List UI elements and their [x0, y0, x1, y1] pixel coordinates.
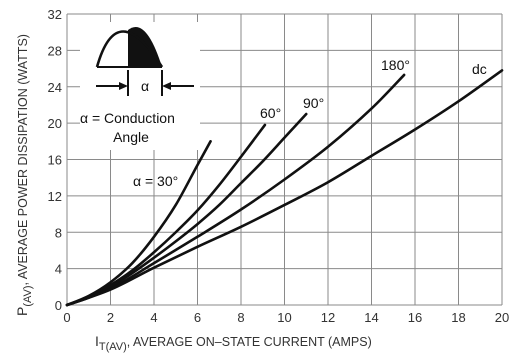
x-axis-title-main: I [95, 333, 99, 349]
x-tick-label: 2 [107, 310, 114, 325]
y-axis-title-main: P [14, 307, 30, 316]
legend-conduction-angle-line1: α = Conduction [80, 110, 175, 126]
series-line-2 [65, 112, 308, 307]
y-tick-label: 32 [48, 7, 62, 22]
legend-conduction-angle-line2: Angle [113, 129, 149, 145]
grid [66, 13, 503, 306]
x-axis-title-sub: T(AV) [99, 341, 127, 353]
series-line-4 [65, 69, 504, 307]
series-line-1 [65, 123, 267, 307]
x-tick-label: 8 [237, 310, 244, 325]
alpha-arrow-left-head [119, 82, 128, 90]
y-tick-label: 24 [48, 80, 62, 95]
x-tick-label: 16 [408, 310, 422, 325]
series-label-60: 60° [260, 105, 281, 121]
series-label-90: 90° [303, 95, 324, 111]
x-tick-label: 14 [364, 310, 378, 325]
alpha-arrow-right-head [162, 82, 171, 90]
series-line-0 [65, 140, 212, 307]
y-tick-label: 28 [48, 43, 62, 58]
conduction-angle-inset: α α = Conduction Angle [80, 22, 200, 150]
y-tick-label: 4 [55, 262, 62, 277]
x-axis-title-rest: , AVERAGE ON–STATE CURRENT (AMPS) [127, 335, 372, 349]
x-tick-label: 20 [495, 310, 509, 325]
waveform-curve [95, 30, 164, 68]
y-tick-label: 16 [48, 153, 62, 168]
x-tick-label: 6 [194, 310, 201, 325]
series-label-180: 180° [381, 57, 410, 73]
y-axis-title-sub: (AV) [22, 285, 34, 306]
y-axis-title: P(AV), AVERAGE POWER DISSIPATION (WATTS) [14, 34, 34, 316]
x-axis-title: IT(AV), AVERAGE ON–STATE CURRENT (AMPS) [95, 333, 372, 353]
y-axis-title-rest: , AVERAGE POWER DISSIPATION (WATTS) [16, 34, 30, 285]
y-tick-label: 8 [55, 225, 62, 240]
y-tick-label: 12 [48, 189, 62, 204]
x-tick-label: 4 [150, 310, 157, 325]
series-label-30: α = 30° [133, 173, 178, 189]
x-tick-label: 0 [63, 310, 70, 325]
x-tick-label: 10 [277, 310, 291, 325]
series-label-dc: dc [472, 61, 487, 77]
x-tick-label: 12 [321, 310, 335, 325]
series-line-3 [65, 73, 406, 307]
y-tick-label: 0 [55, 298, 62, 313]
x-tick-label: 18 [451, 310, 465, 325]
y-tick-label: 20 [48, 116, 62, 131]
series-lines [65, 69, 504, 307]
alpha-symbol: α [141, 78, 149, 94]
